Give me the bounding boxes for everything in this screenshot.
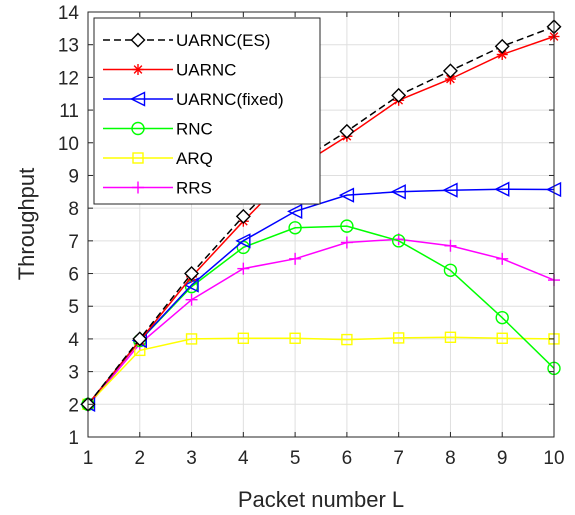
data-point: [390, 184, 406, 200]
data-point: [132, 331, 148, 347]
data-point: [391, 234, 406, 248]
data-point: [185, 333, 198, 345]
data-point: [442, 182, 458, 198]
legend-label: RNC: [176, 120, 213, 139]
data-point: [442, 63, 458, 79]
y-tick-label: 1: [68, 428, 79, 449]
x-tick-label: 4: [238, 448, 249, 469]
x-tick-label: 3: [186, 448, 197, 469]
x-tick-label: 2: [134, 448, 145, 469]
x-tick-label: 1: [83, 448, 94, 469]
legend-label: UARNC: [176, 61, 236, 80]
data-point: [496, 49, 508, 60]
series-line: [87, 25, 555, 405]
legend-label: ARQ: [176, 149, 213, 168]
x-tick-label: 10: [543, 448, 564, 469]
x-axis-label: Packet number L: [238, 487, 404, 512]
data-point: [235, 233, 251, 249]
data-point: [289, 252, 302, 265]
y-tick-label: 12: [58, 68, 79, 89]
legend-marker: [129, 91, 146, 107]
x-tick-label: 8: [445, 448, 456, 469]
data-point: [339, 123, 355, 139]
y-tick-label: 8: [68, 199, 79, 220]
legend-entry: UARNC(fixed): [103, 90, 284, 109]
x-tick-label: 7: [393, 448, 404, 469]
legend-marker: [132, 152, 144, 164]
legend: UARNC(ES) UARNC UARNC(fixed) RNC ARQ RRS: [93, 17, 321, 205]
y-tick-label: 5: [68, 297, 79, 318]
y-tick-label: 6: [68, 265, 79, 286]
legend-marker: [131, 121, 145, 136]
legend-entry: UARNC(ES): [103, 31, 270, 50]
data-point: [287, 203, 303, 220]
y-axis-label: Throughput: [14, 168, 39, 281]
legend-label: RRS: [176, 179, 212, 198]
data-point: [495, 310, 509, 325]
y-tick-label: 2: [68, 395, 79, 416]
data-point: [340, 219, 354, 233]
y-tick-label: 14: [58, 3, 80, 24]
legend-marker: [132, 181, 144, 194]
data-point: [288, 221, 302, 235]
y-tick-label: 13: [58, 36, 79, 57]
data-point: [443, 263, 458, 277]
legend-box: [93, 17, 321, 205]
data-point: [391, 87, 407, 103]
y-tick-label: 9: [68, 166, 79, 187]
data-point: [338, 187, 355, 203]
data-point: [392, 332, 405, 344]
data-point: [237, 262, 250, 275]
data-point: [341, 333, 353, 346]
series-line: [87, 238, 555, 407]
data-point: [237, 332, 250, 344]
series-line: [87, 35, 555, 405]
data-point: [235, 208, 251, 224]
legend-marker: [132, 64, 144, 75]
legend-entry: RRS: [103, 179, 212, 198]
data-point: [496, 252, 509, 265]
y-tick-label: 7: [68, 232, 79, 253]
series-line: [87, 336, 555, 405]
x-tick-label: 6: [342, 448, 353, 469]
data-point: [340, 236, 353, 249]
data-point: [444, 331, 457, 343]
data-point: [494, 181, 510, 197]
data-point: [289, 332, 301, 344]
legend-label: UARNC(ES): [176, 31, 270, 50]
legend-entry: ARQ: [103, 149, 213, 168]
data-point: [444, 239, 457, 252]
legend-label: UARNC(fixed): [176, 90, 284, 109]
y-tick-label: 11: [59, 101, 79, 122]
legend-marker: [130, 32, 146, 48]
y-tick-label: 3: [68, 363, 79, 384]
series-line: [87, 188, 555, 405]
y-tick-label: 10: [58, 134, 79, 155]
y-tick-label: 4: [68, 330, 79, 351]
data-point: [185, 293, 198, 306]
data-point: [494, 38, 510, 54]
x-tick-label: 9: [497, 448, 508, 469]
data-point: [184, 266, 200, 282]
legend-entry: RNC: [103, 120, 213, 139]
legend-entry: UARNC: [103, 61, 236, 80]
x-tick-label: 5: [290, 448, 301, 469]
plot-frame: [87, 11, 555, 438]
data-point: [496, 332, 508, 344]
